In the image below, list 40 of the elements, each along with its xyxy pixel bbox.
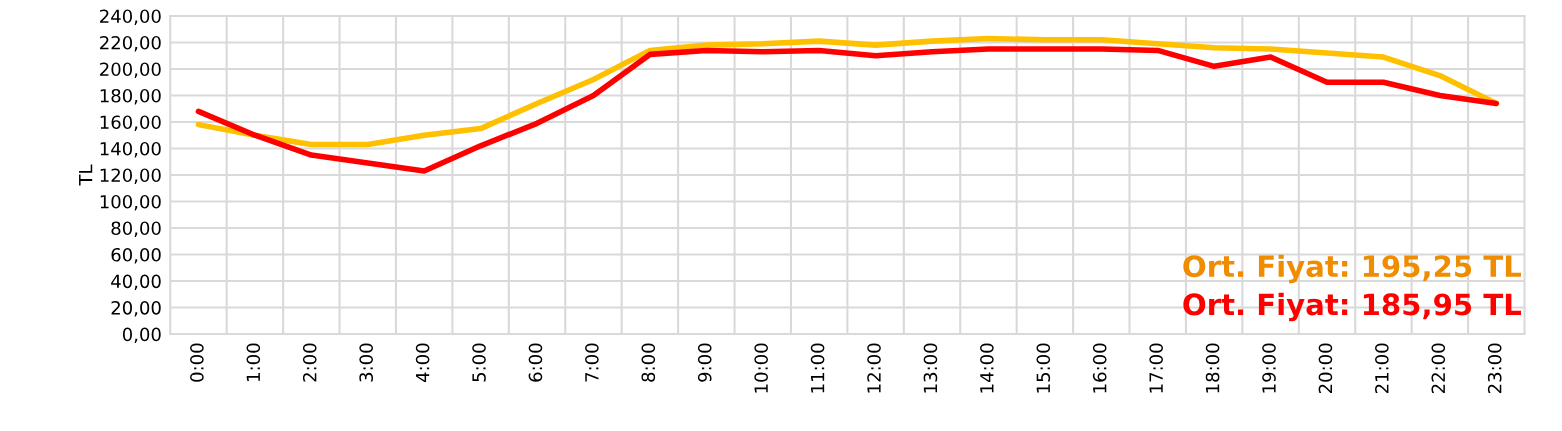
x-tick-label: 6:00 bbox=[528, 343, 543, 382]
y-tick-label: 200,00 bbox=[100, 62, 161, 78]
y-tick-label: 120,00 bbox=[100, 168, 161, 184]
x-tick-label: 20:00 bbox=[1318, 343, 1333, 394]
x-tick-label: 18:00 bbox=[1205, 343, 1220, 393]
y-tick-label: 0,00 bbox=[122, 327, 161, 343]
annotation: Ort. Fiyat: 185,95 TL bbox=[1183, 292, 1522, 322]
x-tick-label: 4:00 bbox=[415, 343, 430, 383]
x-tick-label: 9:00 bbox=[697, 343, 712, 382]
y-tick-label: 20,00 bbox=[111, 300, 161, 317]
x-tick-label: 19:00 bbox=[1262, 343, 1276, 393]
y-tick-label: 100,00 bbox=[100, 194, 161, 211]
x-tick-label: 5:00 bbox=[472, 343, 486, 382]
x-tick-label: 10:00 bbox=[754, 343, 768, 393]
x-tick-label: 1:00 bbox=[246, 343, 261, 381]
x-tick-label: 17:00 bbox=[1149, 343, 1163, 393]
x-tick-label: 8:00 bbox=[641, 343, 656, 382]
x-tick-label: 12:00 bbox=[867, 343, 881, 393]
x-tick-label: 14:00 bbox=[980, 343, 994, 393]
x-tick-label: 16:00 bbox=[1092, 343, 1107, 393]
x-tick-label: 13:00 bbox=[923, 343, 938, 393]
y-tick-label: 40,00 bbox=[111, 274, 161, 290]
y-tick-label: 160,00 bbox=[100, 115, 161, 131]
y-tick-label: 180,00 bbox=[100, 88, 161, 105]
y-tick-label: 140,00 bbox=[100, 141, 161, 158]
y-tick-label: 220,00 bbox=[100, 35, 161, 52]
x-tick-label: 3:00 bbox=[359, 343, 373, 382]
y-tick-label: 60,00 bbox=[111, 247, 161, 264]
annotation: Ort. Fiyat: 195,25 TL bbox=[1183, 254, 1522, 284]
y-tick-label: 240,00 bbox=[100, 9, 161, 25]
x-tick-label: 15:00 bbox=[1036, 343, 1051, 393]
y-axis-title: TL bbox=[79, 164, 93, 186]
x-tick-label: 2:00 bbox=[302, 343, 317, 382]
x-tick-label: 11:00 bbox=[810, 343, 825, 393]
x-tick-label: 7:00 bbox=[585, 343, 599, 382]
y-tick-label: 80,00 bbox=[111, 221, 161, 237]
x-tick-label: 23:00 bbox=[1487, 343, 1502, 394]
x-tick-label: 22:00 bbox=[1431, 343, 1446, 394]
x-tick-label: 21:00 bbox=[1375, 343, 1389, 394]
x-tick-label: 0:00 bbox=[190, 343, 204, 382]
